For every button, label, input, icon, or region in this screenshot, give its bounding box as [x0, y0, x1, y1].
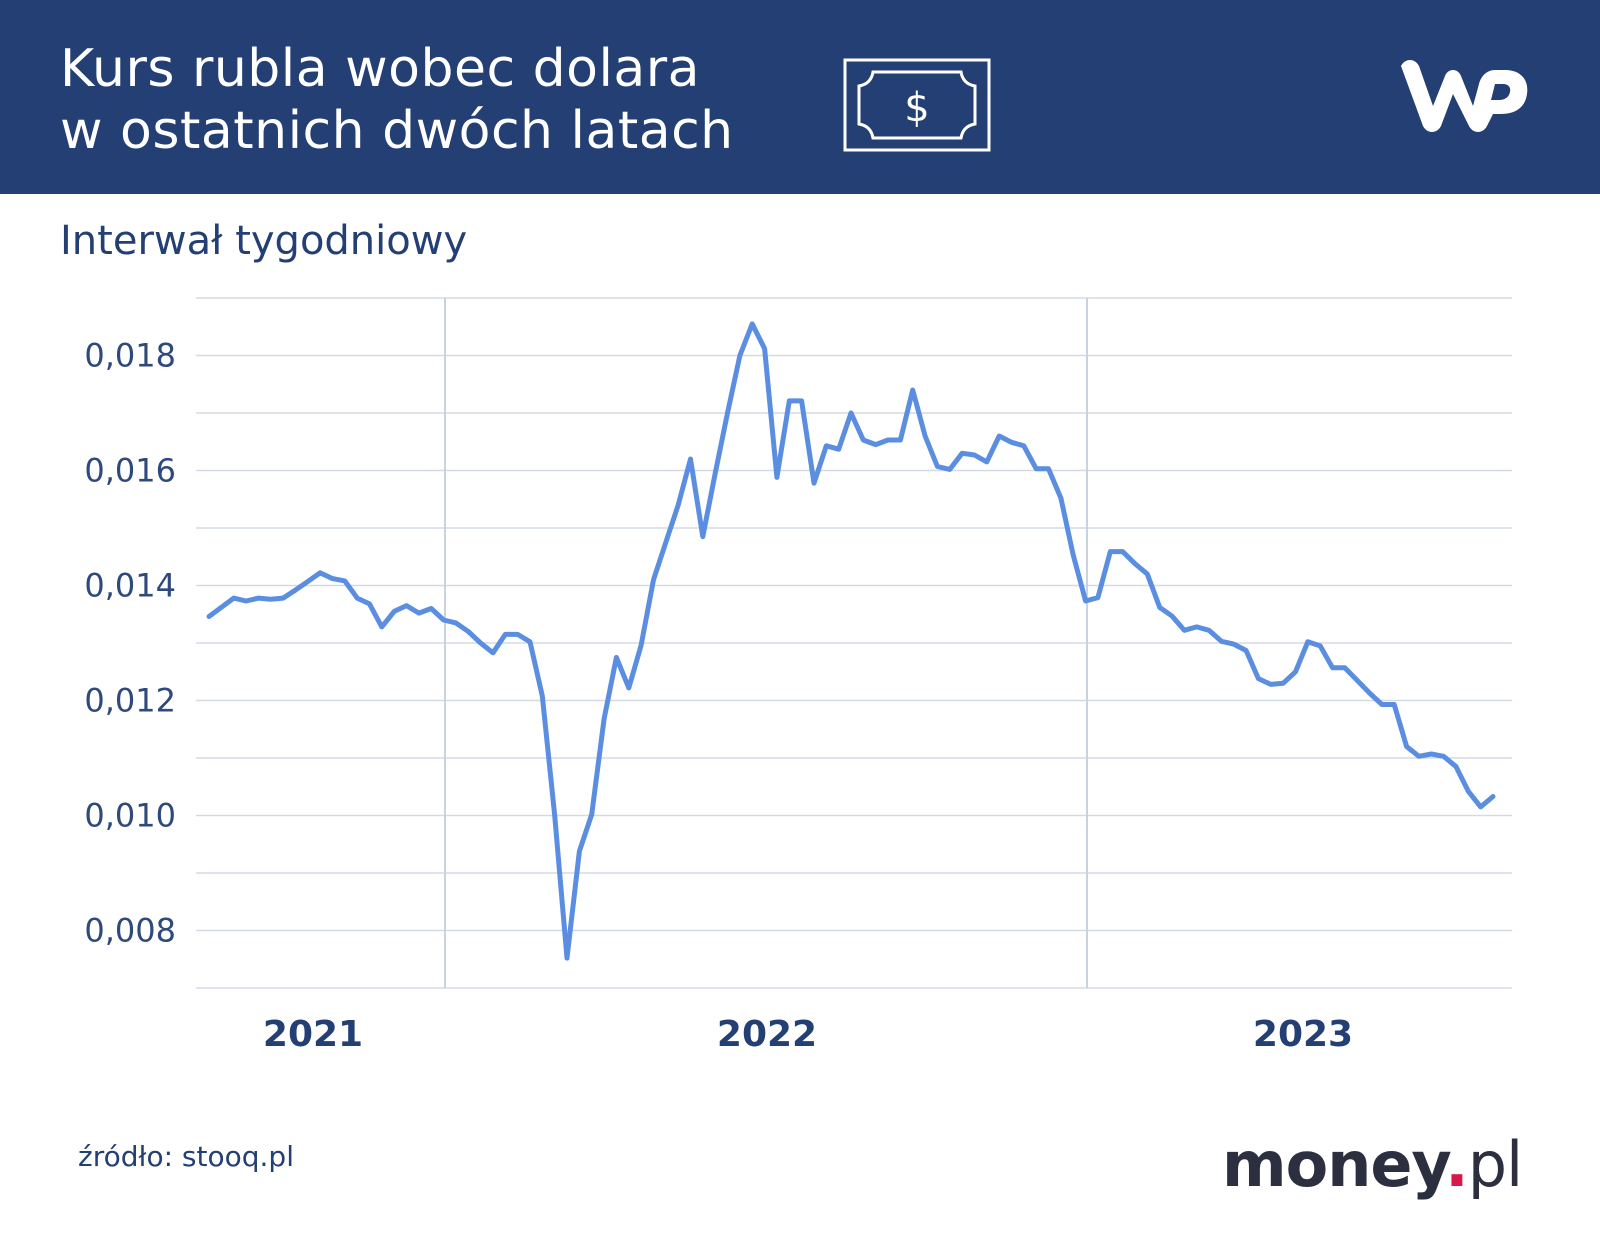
x-axis-ticks: 2021 2022 2023 [263, 1014, 1353, 1055]
wp-logo [1401, 60, 1528, 132]
y-tick-label: 0,014 [84, 567, 176, 605]
y-axis-ticks: 0,018 0,016 0,014 0,012 0,010 0,008 [84, 337, 176, 950]
y-tick-label: 0,010 [84, 797, 176, 835]
x-tick-label: 2021 [263, 1014, 363, 1055]
x-tick-label: 2023 [1253, 1014, 1353, 1055]
x-tick-label: 2022 [717, 1014, 817, 1055]
y-tick-label: 0,018 [84, 337, 176, 375]
series-line [206, 321, 1496, 961]
source-note: źródło: stooq.pl [78, 1140, 294, 1173]
y-tick-label: 0,012 [84, 682, 176, 720]
brand-tld: pl [1467, 1128, 1524, 1201]
chart-subtitle: Interwał tygodniowy [60, 218, 468, 264]
y-tick-label: 0,016 [84, 452, 176, 490]
title-line-2: w ostatnich dwóch latach [60, 101, 734, 161]
header-banner: Kurs rubla wobec dolara w ostatnich dwóc… [0, 0, 1600, 194]
title-line-1: Kurs rubla wobec dolara [60, 39, 700, 99]
grid-lines [196, 297, 1512, 989]
brand-main: money [1222, 1128, 1446, 1201]
money-pl-logo: money.pl [1222, 1128, 1524, 1201]
y-tick-label: 0,008 [84, 912, 176, 950]
svg-text:$: $ [904, 85, 929, 131]
brand-dot: . [1445, 1128, 1469, 1201]
dollar-bill-icon: $ [843, 58, 991, 152]
chart-title: Kurs rubla wobec dolara w ostatnich dwóc… [60, 38, 734, 162]
